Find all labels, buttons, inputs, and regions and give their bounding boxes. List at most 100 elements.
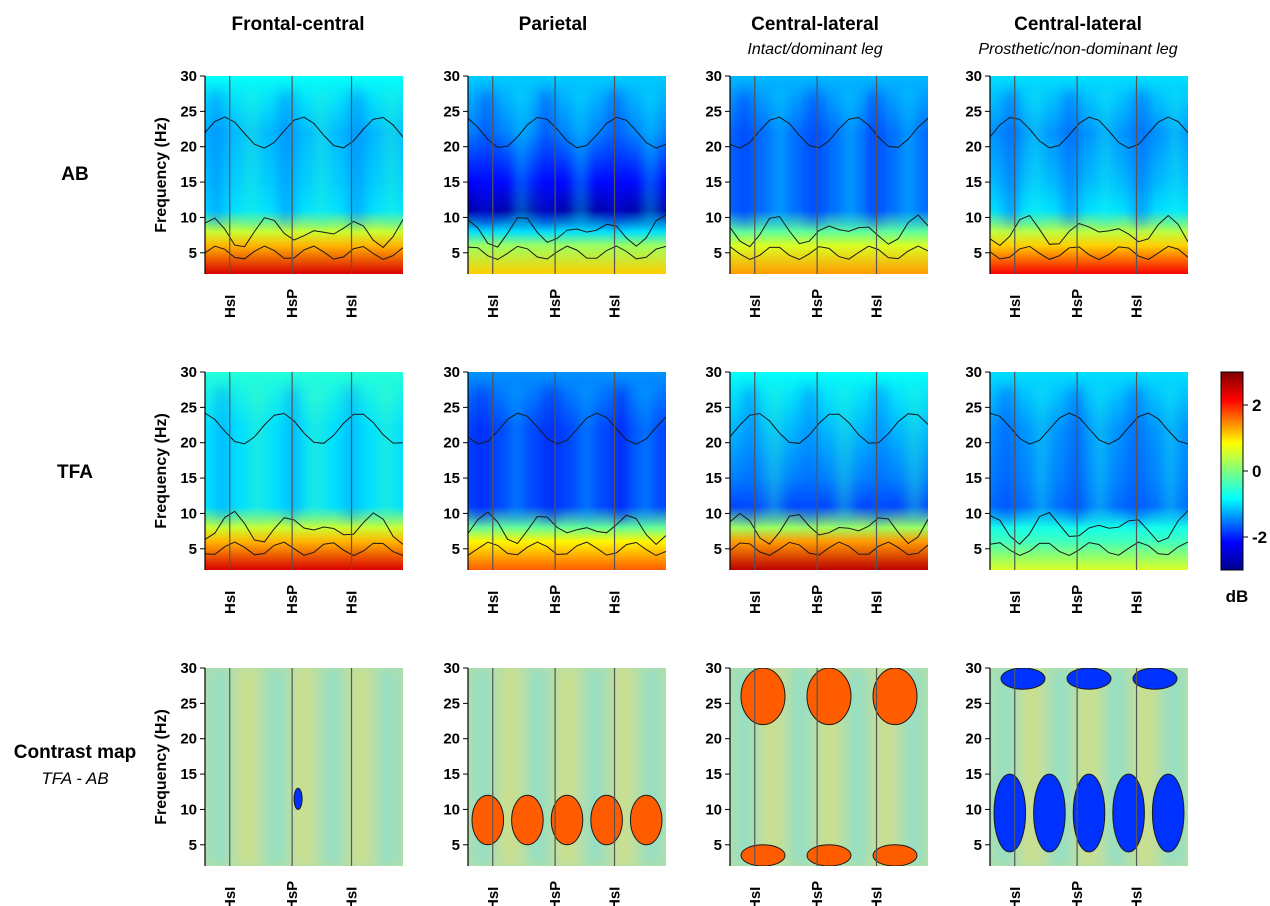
colorbar-tick-label: 2 [1252, 396, 1261, 415]
panel-r1-c4: HsI HsP HsI 5 10 15 20 25 30 [965, 68, 1188, 318]
y-tick-label: 15 [443, 766, 460, 783]
y-tick-label: 15 [965, 766, 982, 783]
event-label: HsP [1069, 585, 1086, 614]
y-tick-label: 25 [180, 695, 197, 712]
significant-cluster [590, 794, 623, 846]
event-label: HsI [485, 591, 502, 614]
y-tick-label: 15 [443, 174, 460, 191]
y-tick-label: 5 [714, 541, 722, 558]
event-label: HsI [1129, 887, 1146, 906]
significance-contour [730, 541, 928, 556]
column-title-frontal-central: Frontal-central [231, 14, 364, 35]
heatmap-image [205, 372, 403, 570]
column-title-central-lateral-prosthetic: Central-lateral [1014, 14, 1142, 35]
significant-cluster [993, 773, 1027, 853]
colorbar-gradient [1220, 371, 1244, 571]
y-tick-label: 20 [443, 435, 460, 452]
y-tick-label: 30 [965, 364, 982, 381]
y-tick-label: 15 [965, 174, 982, 191]
y-tick-label: 25 [443, 695, 460, 712]
y-tick-label: 5 [974, 541, 982, 558]
y-tick-label: 25 [705, 399, 722, 416]
panel-r2-c3: HsI HsP HsI 5 10 15 20 25 30 [705, 364, 928, 614]
y-tick-label: 25 [705, 695, 722, 712]
event-label: HsI [869, 591, 886, 614]
event-label: HsP [1069, 881, 1086, 906]
y-tick-label: 25 [180, 103, 197, 120]
significance-contour [205, 412, 403, 445]
event-label: HsP [284, 881, 301, 906]
y-tick-label: 5 [974, 837, 982, 854]
event-label: HsI [485, 887, 502, 906]
y-tick-label: 25 [965, 695, 982, 712]
event-label: HsI [344, 295, 361, 318]
heatmap-image [205, 668, 403, 866]
y-tick-label: 10 [443, 801, 460, 818]
event-label: HsI [869, 295, 886, 318]
colorbar-ticks: 2 0 -2 [1243, 396, 1267, 547]
event-label: HsI [222, 887, 239, 906]
y-tick-label: 5 [189, 837, 197, 854]
event-label: HsI [1129, 295, 1146, 318]
y-tick-label: 15 [705, 766, 722, 783]
panel-r2-c4: HsI HsP HsI 5 10 15 20 25 30 [965, 364, 1188, 614]
y-tick-label: 5 [189, 541, 197, 558]
y-tick-label: 20 [180, 435, 197, 452]
event-label: HsI [222, 295, 239, 318]
significance-contour [730, 512, 928, 545]
significant-cluster [550, 794, 584, 846]
significant-cluster [471, 794, 505, 846]
heatmap-image [730, 372, 928, 570]
heatmap-image [990, 372, 1188, 570]
y-tick-label: 20 [180, 731, 197, 748]
y-tick-label: 10 [180, 505, 197, 522]
y-tick-label: 5 [189, 245, 197, 262]
colorbar: 2 0 -2 dB [1220, 371, 1267, 606]
heatmap-image [730, 668, 928, 866]
power-field [205, 76, 403, 274]
power-field [205, 372, 403, 570]
significance-contour [205, 217, 403, 249]
event-label: HsI [607, 295, 624, 318]
y-tick-label: 25 [965, 399, 982, 416]
significant-cluster [740, 668, 786, 726]
y-tick-label: 15 [443, 470, 460, 487]
y-tick-label: 5 [974, 245, 982, 262]
column-subtitle-prosthetic: Prosthetic/non-dominant leg [978, 41, 1177, 58]
significance-contour [205, 541, 403, 557]
event-label: HsI [1007, 887, 1024, 906]
significance-contour [205, 116, 403, 149]
heatmap-image [468, 76, 666, 274]
event-label: HsI [344, 591, 361, 614]
colorbar-tick-label: 0 [1252, 462, 1261, 481]
panel-r1-c1: HsI HsP HsI 5 10 15 20 25 30 Frequency (Hz) [153, 68, 403, 318]
y-tick-label: 10 [705, 505, 722, 522]
event-label: HsI [869, 887, 886, 906]
y-tick-label: 20 [965, 435, 982, 452]
significant-cluster [511, 794, 544, 846]
significance-contour [990, 541, 1188, 557]
y-tick-label: 25 [965, 103, 982, 120]
colorbar-tick-label: -2 [1252, 528, 1267, 547]
significant-cluster [1151, 773, 1185, 853]
y-tick-label: 10 [965, 505, 982, 522]
y-tick-label: 20 [443, 731, 460, 748]
panel-r1-c2: HsI HsP HsI 5 10 15 20 25 30 [443, 68, 666, 318]
y-tick-label: 10 [180, 801, 197, 818]
panel-r2-c1: HsI HsP HsI 5 10 15 20 25 30 Frequency (Hz) [153, 364, 403, 614]
y-axis-label: Frequency (Hz) [153, 709, 170, 825]
event-label: HsP [284, 585, 301, 614]
significant-cluster [293, 787, 303, 810]
significance-contour [468, 412, 666, 445]
colorbar-unit: dB [1226, 587, 1249, 606]
y-tick-label: 30 [180, 364, 197, 381]
y-tick-label: 5 [714, 837, 722, 854]
significance-contour [468, 511, 666, 546]
event-label: HsP [284, 289, 301, 318]
significant-cluster [872, 844, 918, 866]
event-label: HsP [547, 881, 564, 906]
y-tick-label: 5 [452, 837, 460, 854]
event-label: HsI [1007, 591, 1024, 614]
y-tick-label: 30 [180, 660, 197, 677]
event-label: HsP [547, 289, 564, 318]
